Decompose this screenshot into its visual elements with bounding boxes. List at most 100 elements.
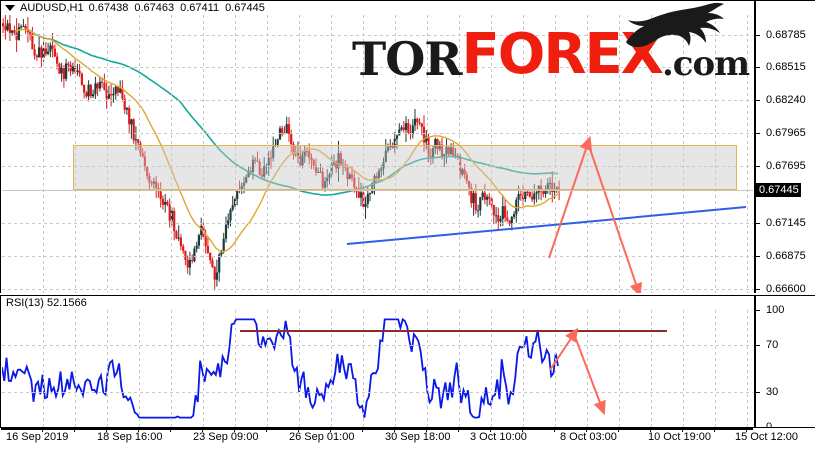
gridline-vertical [331,15,332,293]
axis-tick [234,428,235,432]
ohlc-value-0: 0.67438 [88,2,129,14]
gridline-vertical [587,15,588,293]
time-axis-label: 23 Sep 09:00 [193,431,259,443]
gridline-horizontal [2,166,753,167]
rsi-axis: 100 70 30 0 [754,296,815,433]
axis-tick [755,256,760,257]
gridline-vertical [683,15,684,293]
supply-zone-rectangle [73,145,737,190]
ohlc-values: 0.67438 0.67463 0.67411 0.67445 [89,2,265,14]
axis-tick [490,428,491,432]
rsi-series-svg [2,317,559,419]
gridline-vertical [235,310,236,427]
gridline-vertical [523,310,524,427]
chart-header: AUDUSD,H1 0.67438 0.67463 0.67411 0.67445 [5,1,265,15]
price-axis-label: 0.68515 [766,61,806,73]
gridline-vertical [747,15,748,293]
gridline-vertical [171,310,172,427]
time-axis-label: 15 Oct 12:00 [735,431,798,443]
axis-tick [458,428,459,432]
axis-tick [618,428,619,432]
price-plot-area[interactable] [2,15,753,293]
time-axis-label: 8 Oct 03:00 [560,431,617,443]
price-panel: 0.68785 0.68515 0.68240 0.67965 0.67695 0.674… [0,0,815,295]
rsi-line [2,317,559,419]
gridline-vertical [523,15,524,293]
axis-tick [394,428,395,432]
gridline-horizontal [2,256,753,257]
gridline-vertical [75,15,76,293]
gridline-vertical [715,15,716,293]
time-axis-label: 26 Sep 01:00 [289,431,355,443]
price-axis-line [754,1,756,293]
gridline-vertical [139,310,140,427]
price-axis-label: 0.66600 [766,283,806,295]
price-axis-label: 0.67695 [766,160,806,172]
gridline-horizontal [2,391,753,393]
symbol-timeframe-label: AUDUSD,H1 [20,2,84,14]
axis-tick [266,428,267,432]
rsi-forecast-arrow-down [573,333,606,416]
ohlc-value-1: 0.67463 [134,2,175,14]
rsi-plot-area[interactable] [2,310,753,427]
axis-tick [650,428,651,432]
time-axis-label: 30 Sep 18:00 [385,431,451,443]
axis-tick [74,428,75,432]
time-axis: 16 Sep 2019 18 Sep 16:00 23 Sep 09:00 26 Se… [0,428,815,450]
moving-average-fast-line [15,28,559,253]
price-annotations [346,135,747,293]
gridline-vertical [139,15,140,293]
axis-tick [755,100,760,101]
current-price-tag: 0.67445 [756,183,801,197]
gridline-vertical [267,310,268,427]
gridline-vertical [395,15,396,293]
axis-tick [298,428,299,432]
time-axis-label: 3 Oct 10:00 [470,431,527,443]
gridline-vertical [491,310,492,427]
gridline-vertical [43,310,44,427]
gridline-vertical [267,15,268,293]
gridline-vertical [683,310,684,427]
rsi-annotations [240,327,667,416]
price-axis-label: 0.68240 [766,94,806,106]
gridline-vertical [747,310,748,427]
axis-tick [362,428,363,432]
candlestick-series [2,15,561,291]
price-axis-label: 0.67145 [766,217,806,229]
gridline-vertical [331,310,332,427]
rsi-panel: 100 70 30 0 RSI(13) 52.1566 [0,295,815,433]
axis-tick [202,428,203,432]
rsi-axis-label: 70 [766,339,779,352]
gridline-vertical [43,15,44,293]
gridline-vertical [459,15,460,293]
axis-tick [755,289,760,290]
axis-tick [755,223,760,224]
axis-tick [755,391,760,393]
price-axis-label: 0.67965 [766,127,806,139]
axis-tick [42,428,43,432]
axis-tick [746,428,747,432]
gridline-horizontal [2,67,753,68]
time-axis-baseline [1,428,753,430]
price-axis-label: 0.68785 [766,29,806,41]
axis-tick [755,310,760,311]
gridline-vertical [491,15,492,293]
axis-tick [682,428,683,432]
gridline-vertical [75,310,76,427]
axis-tick [755,166,760,167]
ascending-trendline [346,206,747,245]
axis-tick [330,428,331,432]
current-price-line [2,190,753,191]
gridline-horizontal [2,100,753,101]
triangle-down-icon[interactable] [5,5,15,11]
rsi-axis-line [754,296,756,427]
price-axis: 0.68785 0.68515 0.68240 0.67965 0.67695 0.674… [754,1,815,295]
gridline-vertical [299,310,300,427]
gridline-vertical [459,310,460,427]
gridline-vertical [427,310,428,427]
gridline-horizontal [2,35,753,36]
gridline-vertical [203,310,204,427]
gridline-vertical [299,15,300,293]
rsi-label: RSI(13) 52.1566 [6,297,87,309]
axis-tick [755,35,760,36]
